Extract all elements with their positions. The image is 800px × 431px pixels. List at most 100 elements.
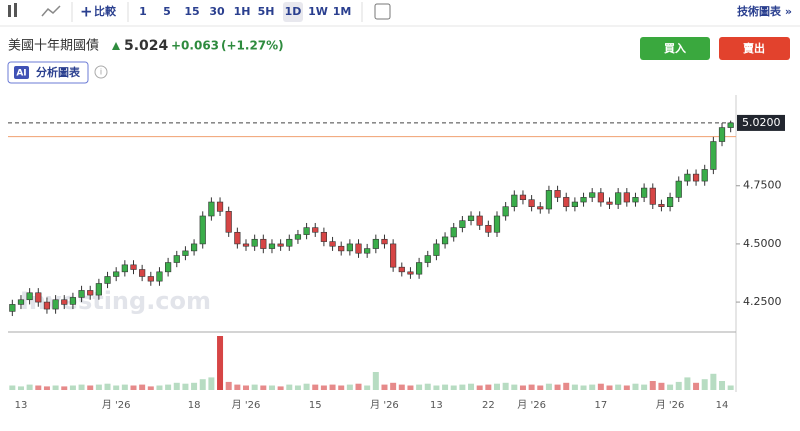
volume-bar [416, 384, 423, 390]
candle-body [260, 238, 267, 249]
candle-body [441, 236, 449, 245]
volume-bar [173, 382, 180, 390]
candle-body [450, 227, 457, 238]
buy-button[interactable] [640, 37, 710, 60]
candle-body [43, 301, 51, 310]
candle-body [329, 241, 336, 247]
candle-body [61, 299, 68, 305]
layout-icon[interactable] [374, 3, 391, 20]
candle-icon[interactable] [8, 5, 11, 17]
last-price-label: 5.0200 [742, 116, 781, 129]
interval[interactable]: 15 [184, 5, 199, 18]
candle-body [416, 262, 423, 275]
candle-body [563, 197, 570, 207]
interval[interactable]: 1W [308, 5, 328, 18]
x-tick-label: 月 '26 [370, 399, 399, 411]
volume-bar [502, 382, 509, 390]
volume-bar [69, 385, 76, 390]
candle-body [312, 227, 319, 233]
candle-body [294, 234, 302, 240]
volume-bar [355, 383, 362, 390]
candle-body [9, 304, 16, 312]
volume-bar [87, 385, 94, 390]
price-change-pct: (+1.27%) [221, 39, 284, 53]
candle-body [519, 194, 527, 201]
y-tick-label: 4.7500 [743, 179, 782, 192]
x-tick-label: 13 [15, 400, 28, 411]
candle-body [139, 269, 146, 277]
candle-body [87, 290, 94, 296]
interval[interactable]: 30 [209, 5, 225, 18]
volume-bar [320, 385, 327, 390]
volume-bar [251, 384, 258, 390]
volume-bar [450, 385, 457, 390]
volume-bar [485, 384, 492, 390]
candle-body [537, 206, 544, 210]
volume-bar [442, 384, 449, 390]
volume-bar [364, 385, 371, 390]
candle-body [675, 180, 682, 198]
candle-body [701, 169, 708, 182]
info-icon[interactable] [94, 65, 108, 79]
volume-bar [9, 385, 16, 390]
candle-body [104, 276, 111, 284]
sell-button[interactable] [719, 37, 790, 60]
technical-chart-link[interactable]: 技術圖表 » [737, 4, 792, 18]
volume-bar [398, 384, 405, 390]
volume-bar [623, 385, 630, 390]
x-tick-label: 13 [430, 400, 443, 411]
candle-body [684, 173, 691, 182]
interval[interactable]: 5 [163, 5, 171, 18]
candle-body [173, 255, 180, 263]
ai-badge-bg [14, 66, 29, 79]
volume-bar [433, 385, 440, 390]
candle-body [165, 262, 172, 273]
candle-body [346, 243, 353, 252]
volume-bar [545, 383, 552, 390]
interval[interactable]: 1D [285, 5, 302, 18]
volume-bar [312, 384, 319, 390]
volume-bar [476, 385, 483, 390]
line-icon[interactable] [41, 5, 61, 17]
candle-body [190, 243, 198, 252]
candle-body [216, 201, 224, 212]
volume-bar [381, 384, 388, 390]
candle-body [485, 224, 492, 233]
volume-bar [424, 383, 431, 390]
candle-icon-part [14, 3, 17, 17]
candle-body [606, 201, 613, 205]
volume-bar [580, 385, 587, 390]
candle-body [390, 243, 397, 268]
interval[interactable]: 1M [333, 5, 352, 18]
volume-bar [243, 385, 250, 390]
y-tick-label: 4.5000 [743, 237, 782, 250]
candle-body [208, 201, 215, 217]
compare-button[interactable]: 比較 [94, 4, 117, 18]
volume-bar [537, 385, 544, 390]
candle-body [268, 243, 276, 249]
volume-bar [710, 373, 717, 390]
candle-body [718, 127, 726, 142]
volume-bar [139, 384, 146, 390]
volume-bar [17, 386, 24, 390]
x-tick-label: 14 [716, 400, 729, 411]
candle-body [199, 215, 206, 245]
volume-bar [260, 385, 267, 390]
candle-body [242, 243, 250, 247]
candle-body [338, 245, 345, 252]
candle-body [545, 190, 553, 210]
candle-body [692, 173, 700, 182]
candle-body [502, 206, 509, 217]
up-arrow [112, 42, 120, 50]
interval[interactable]: 1H [234, 5, 251, 18]
volume-bar [390, 382, 397, 390]
volume-bar [303, 383, 310, 390]
volume-bar [649, 381, 656, 390]
volume-bar [597, 383, 604, 390]
x-tick-label: 18 [188, 400, 201, 411]
volume-bar [165, 384, 172, 390]
candle-body [476, 215, 483, 226]
interval[interactable]: 5H [258, 5, 275, 18]
interval[interactable]: 1 [139, 5, 147, 18]
candle-body [658, 204, 665, 207]
